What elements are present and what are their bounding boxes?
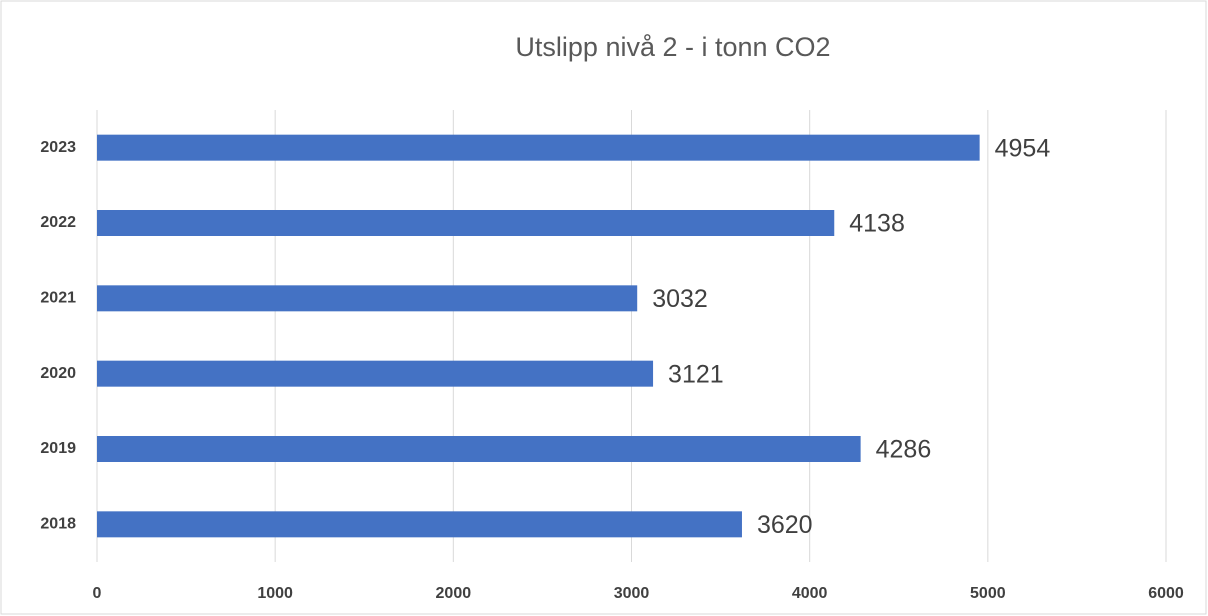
bar — [97, 285, 638, 312]
y-tick-label: 2020 — [40, 365, 76, 382]
value-label: 4954 — [995, 134, 1051, 162]
y-tick-label: 2018 — [40, 516, 76, 533]
x-tick-label: 1000 — [257, 585, 293, 602]
bar — [97, 134, 980, 161]
y-tick-label: 2022 — [40, 214, 76, 231]
x-tick-label: 6000 — [1148, 585, 1184, 602]
y-tick-label: 2019 — [40, 440, 76, 457]
x-tick-label: 3000 — [614, 585, 650, 602]
bar — [97, 360, 654, 387]
chart-title: Utslipp nivå 2 - i tonn CO2 — [515, 32, 830, 62]
x-tick-label: 0 — [93, 585, 102, 602]
value-label: 3620 — [757, 511, 813, 539]
value-label: 4286 — [876, 436, 932, 464]
bar — [97, 511, 742, 538]
value-label: 4138 — [849, 210, 905, 238]
x-tick-label: 2000 — [436, 585, 472, 602]
x-tick-label: 5000 — [970, 585, 1006, 602]
y-tick-label: 2023 — [40, 139, 76, 156]
x-tick-label: 4000 — [792, 585, 828, 602]
bar — [97, 210, 835, 236]
y-tick-label: 2021 — [40, 290, 76, 307]
value-label: 3032 — [652, 285, 708, 313]
bar — [97, 436, 861, 462]
value-label: 3121 — [668, 360, 724, 388]
